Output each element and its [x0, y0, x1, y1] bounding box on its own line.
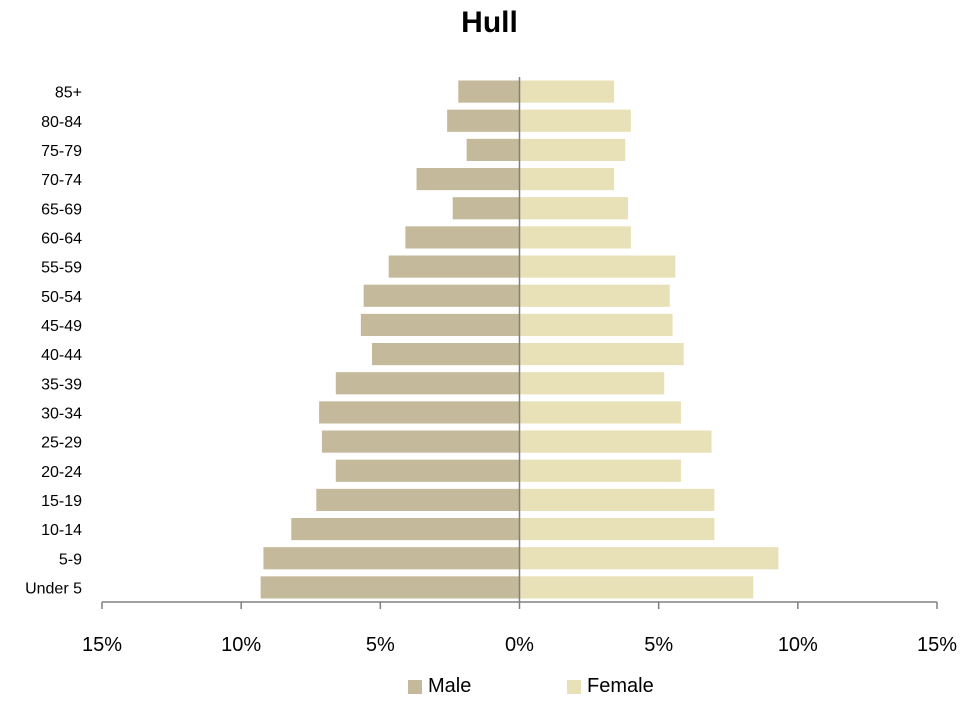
bar-female-30-34	[519, 401, 681, 424]
bar-male-under-5	[260, 576, 520, 599]
bar-male-70-74	[416, 168, 520, 191]
bar-male-85plus	[458, 80, 520, 103]
legend-item-male: Male	[408, 675, 471, 698]
y-tick-label: 20-24	[41, 464, 82, 481]
bar-female-under-5	[519, 576, 754, 599]
legend-item-female: Female	[567, 675, 654, 698]
bar-female-20-24	[519, 459, 681, 482]
bar-female-55-59	[519, 255, 676, 278]
x-tick-label: 15%	[917, 634, 957, 656]
bar-male-60-64	[405, 226, 520, 249]
chart-title: Hull	[461, 6, 518, 39]
bar-female-75-79	[519, 138, 626, 161]
y-tick-label: 35-39	[41, 376, 82, 393]
bar-female-45-49	[519, 313, 673, 336]
x-tick-label: 5%	[366, 634, 395, 656]
bar-male-45-49	[360, 313, 520, 336]
bar-female-85plus	[519, 80, 615, 103]
x-tick-label: 5%	[644, 634, 673, 656]
bar-female-70-74	[519, 168, 615, 191]
bar-female-25-29	[519, 430, 712, 453]
bar-male-35-39	[335, 372, 520, 395]
bar-female-60-64	[519, 226, 631, 249]
bar-male-20-24	[335, 459, 520, 482]
y-tick-label: 30-34	[41, 405, 82, 422]
bar-female-35-39	[519, 372, 665, 395]
bar-male-75-79	[466, 138, 520, 161]
x-tick-label: 0%	[505, 634, 534, 656]
bar-male-80-84	[447, 109, 520, 132]
bar-female-50-54	[519, 284, 670, 307]
plot-area: 85+ 80-84 75-79 70-74 65-69 60-64 55-59 50-54 45…	[25, 77, 957, 656]
y-tick-label: 80-84	[41, 114, 82, 131]
bar-female-5-9	[519, 547, 779, 570]
y-tick-label: Under 5	[25, 580, 82, 597]
bar-male-40-44	[371, 343, 520, 366]
x-tick-label: 10%	[221, 634, 261, 656]
legend-label-male: Male	[428, 675, 472, 697]
bar-male-50-54	[363, 284, 520, 307]
y-tick-label: 60-64	[41, 230, 82, 247]
bar-male-55-59	[388, 255, 520, 278]
bar-male-25-29	[321, 430, 520, 453]
bar-male-10-14	[291, 518, 520, 541]
bar-female-80-84	[519, 109, 631, 132]
legend-label-female: Female	[587, 675, 654, 697]
bar-female-40-44	[519, 343, 684, 366]
bar-female-10-14	[519, 518, 715, 541]
bar-female-65-69	[519, 197, 629, 220]
bar-male-15-19	[316, 488, 520, 511]
bar-male-30-34	[319, 401, 520, 424]
y-tick-label: 65-69	[41, 201, 82, 218]
x-tick-label: 15%	[82, 634, 122, 656]
bar-male-65-69	[452, 197, 520, 220]
legend-swatch-male	[408, 679, 422, 694]
bar-female-15-19	[519, 488, 715, 511]
legend: Male Female	[0, 675, 979, 705]
y-tick-label: 75-79	[41, 143, 82, 160]
y-tick-label: 50-54	[41, 289, 82, 306]
x-tick-label: 10%	[778, 634, 818, 656]
bar-male-5-9	[263, 547, 520, 570]
y-tick-label: 5-9	[59, 551, 82, 568]
legend-swatch-female	[567, 679, 581, 694]
y-tick-label: 25-29	[41, 435, 82, 452]
y-tick-label: 70-74	[41, 172, 82, 189]
y-tick-label: 15-19	[41, 493, 82, 510]
y-tick-label: 55-59	[41, 260, 82, 277]
y-tick-label: 45-49	[41, 318, 82, 335]
y-tick-label: 85+	[55, 85, 82, 102]
y-tick-label: 40-44	[41, 347, 82, 364]
y-tick-label: 10-14	[41, 522, 82, 539]
